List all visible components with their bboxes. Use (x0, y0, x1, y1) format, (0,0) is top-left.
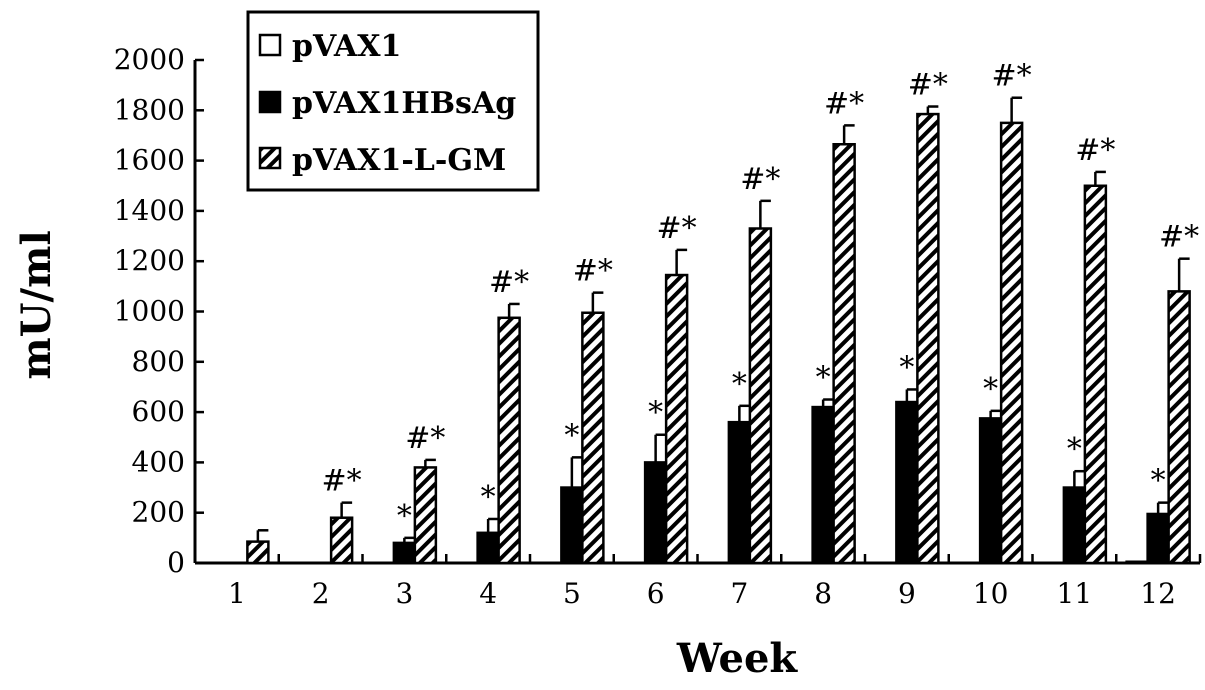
bar (476, 531, 500, 565)
significance-mark: * (732, 367, 747, 402)
x-tick-label: 8 (814, 577, 832, 610)
significance-mark: #* (489, 265, 529, 300)
bar (581, 311, 605, 565)
x-tick-label: 12 (1140, 577, 1176, 610)
y-tick-label: 200 (132, 496, 185, 529)
x-tick-label: 3 (395, 577, 413, 610)
significance-mark: #* (1159, 220, 1199, 255)
legend-label-pvax1: pVAX1 (292, 29, 401, 64)
significance-mark: * (564, 418, 579, 453)
y-tick-label: 800 (132, 345, 185, 378)
significance-mark: #* (405, 421, 445, 456)
bar (978, 417, 1003, 565)
y-tick-label: 600 (132, 395, 185, 428)
y-tick-label: 400 (132, 445, 185, 478)
y-axis-title: mU/ml (13, 230, 60, 379)
x-tick-label: 6 (647, 577, 665, 610)
bar (1146, 512, 1170, 565)
x-tick-label: 10 (973, 577, 1009, 610)
bar (643, 461, 668, 565)
significance-marks: * * * * * * * * * * #* #* #* #* #* #* #* #* #* #* #* (322, 59, 1200, 534)
significance-mark: #* (322, 464, 362, 499)
significance-mark: * (481, 480, 496, 515)
x-tick-label: 5 (563, 577, 581, 610)
significance-mark: * (1067, 432, 1082, 467)
x-tick-label: 1 (228, 577, 246, 610)
x-tick-label: 7 (730, 577, 748, 610)
x-axis-title: Week (676, 635, 799, 682)
legend-box (246, 10, 540, 192)
legend-swatch-pvax1 (258, 33, 282, 57)
significance-mark: * (397, 499, 412, 534)
legend-label-pvax1hbsag: pVAX1HBsAg (292, 86, 516, 121)
x-tick-label: 9 (898, 577, 916, 610)
significance-mark: * (983, 372, 998, 407)
significance-mark: * (1151, 464, 1166, 499)
significance-mark: #* (573, 254, 613, 289)
significance-mark: #* (992, 59, 1032, 94)
legend-swatch-pvax1hbsag (258, 90, 282, 114)
y-tick-label: 0 (167, 546, 185, 579)
bar (1125, 560, 1149, 565)
bar (916, 112, 940, 565)
significance-mark: #* (908, 68, 948, 103)
bar (1062, 486, 1087, 565)
x-tick-label: 4 (479, 577, 497, 610)
significance-mark: #* (824, 86, 864, 121)
bar (392, 541, 417, 565)
legend: pVAX1 pVAX1HBsAg pVAX1-L-GM (246, 10, 540, 192)
bar (497, 316, 521, 565)
bar (727, 420, 752, 565)
bars (246, 96, 1191, 565)
bar (811, 405, 835, 565)
bar (560, 486, 584, 565)
bar (895, 400, 919, 565)
bar (246, 540, 270, 565)
y-tick-label: 1800 (114, 93, 185, 126)
significance-mark: * (648, 396, 663, 431)
significance-mark: * (899, 350, 914, 385)
bar (832, 143, 856, 565)
x-tick-label: 2 (312, 577, 330, 610)
y-tick-label: 1600 (114, 144, 185, 177)
y-tick-label: 1400 (114, 194, 185, 227)
legend-label-pvax1-l-gm: pVAX1-L-GM (292, 143, 506, 178)
bar (999, 121, 1024, 565)
bar (413, 466, 438, 565)
significance-mark: * (816, 361, 831, 396)
y-tick-label: 2000 (114, 43, 185, 76)
y-tick-label: 1000 (114, 295, 185, 328)
bar (1083, 184, 1108, 565)
bar (748, 227, 773, 565)
legend-swatch-pvax1-l-gm (258, 146, 282, 170)
x-tick-label: 11 (1057, 577, 1093, 610)
significance-mark: #* (740, 162, 780, 197)
significance-mark: #* (657, 211, 697, 246)
y-tick-label: 1200 (114, 244, 185, 277)
bar (329, 516, 354, 565)
bar (664, 273, 689, 565)
bar (1167, 290, 1191, 565)
significance-mark: #* (1075, 133, 1115, 168)
